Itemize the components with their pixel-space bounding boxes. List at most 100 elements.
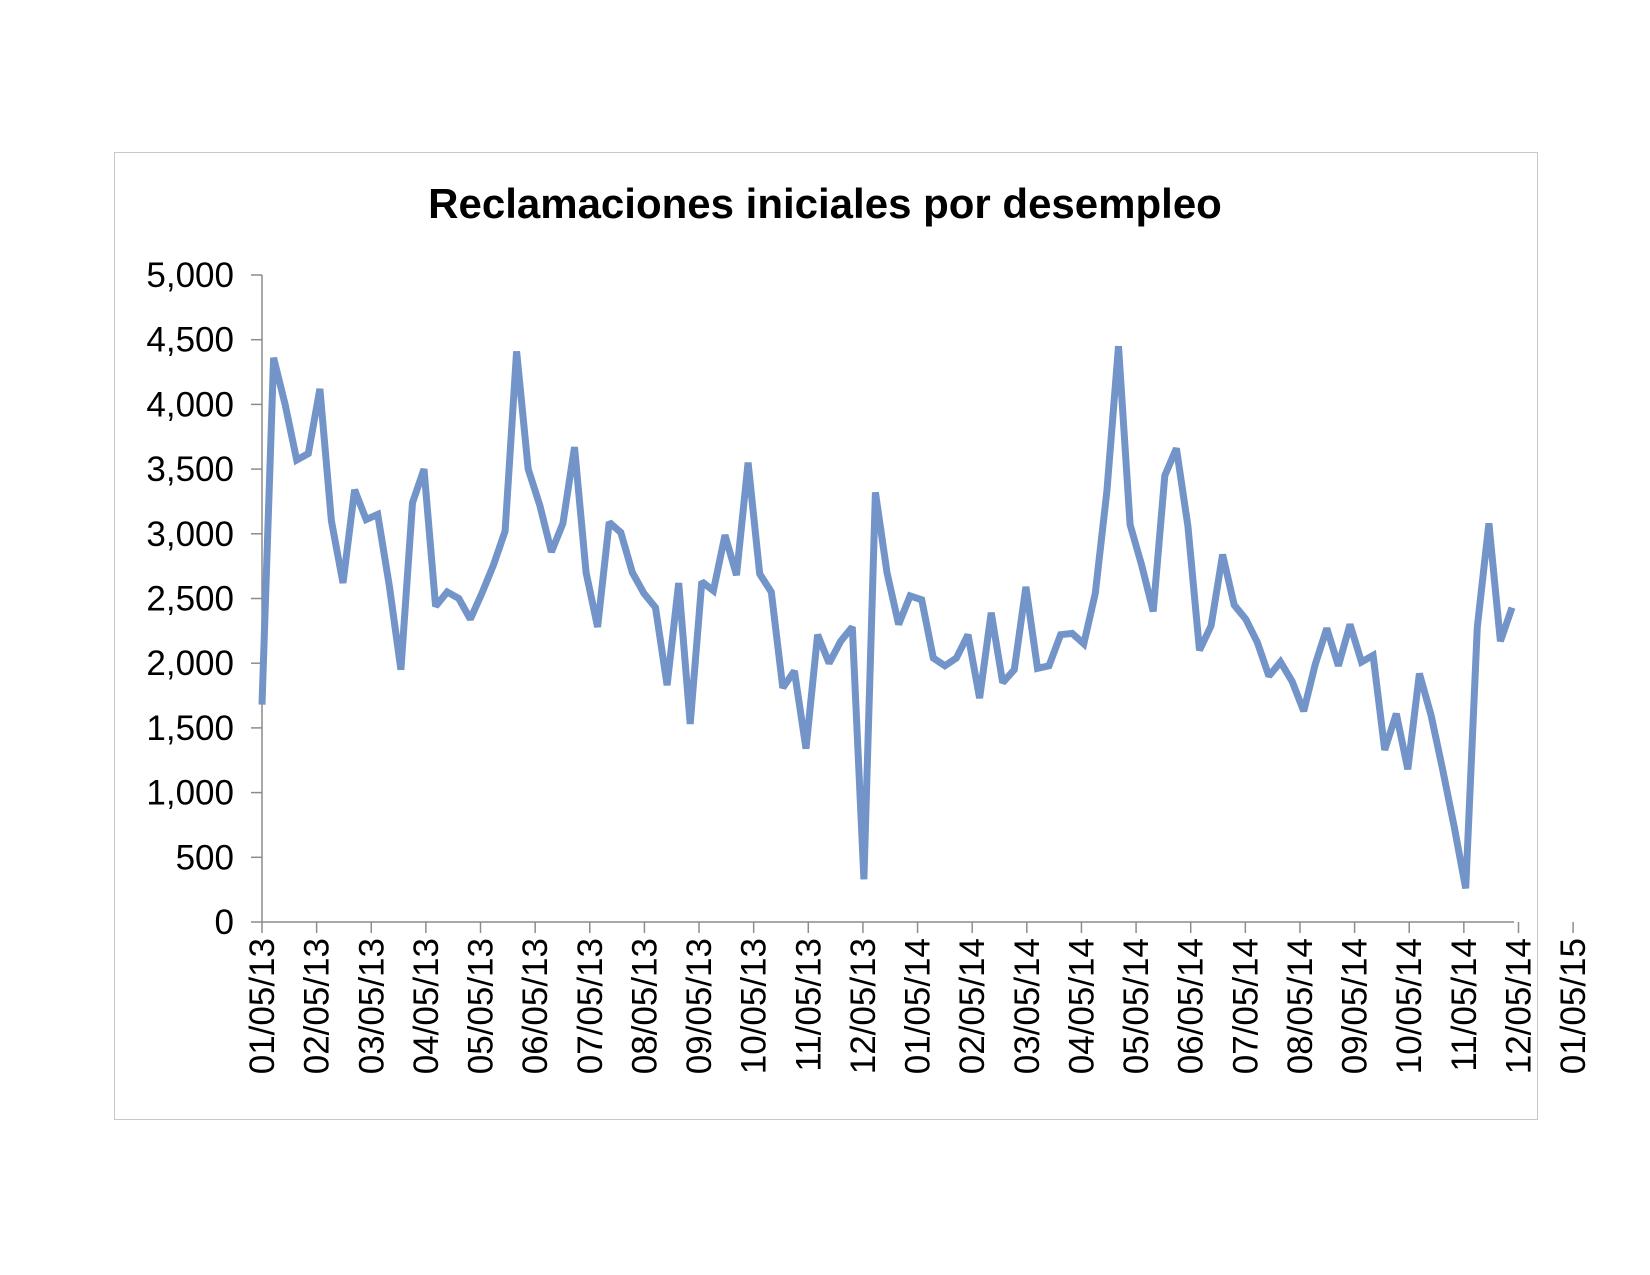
x-tick-label: 09/05/13 bbox=[680, 938, 719, 1074]
data-point bbox=[817, 634, 818, 635]
data-point bbox=[1431, 715, 1432, 716]
data-point bbox=[1465, 888, 1466, 889]
x-tick-label: 06/05/13 bbox=[516, 938, 555, 1074]
y-tick-label: 4,500 bbox=[146, 321, 234, 360]
data-point bbox=[424, 469, 425, 470]
y-tick-label: 0 bbox=[215, 903, 234, 942]
data-point bbox=[400, 669, 401, 670]
data-point bbox=[852, 627, 853, 628]
data-point bbox=[1373, 655, 1374, 656]
x-tick-label: 07/05/14 bbox=[1226, 938, 1265, 1074]
data-point bbox=[597, 627, 598, 628]
data-point bbox=[1338, 665, 1339, 666]
x-tick-label: 08/05/14 bbox=[1281, 938, 1320, 1074]
data-point bbox=[1315, 664, 1316, 665]
data-point bbox=[956, 658, 957, 659]
data-point bbox=[412, 502, 413, 503]
data-point bbox=[1303, 711, 1304, 712]
data-point bbox=[910, 595, 911, 596]
data-point bbox=[262, 704, 263, 705]
data-point bbox=[319, 388, 320, 389]
x-tick-label: 04/05/14 bbox=[1062, 938, 1101, 1074]
data-point bbox=[1361, 661, 1362, 662]
data-point bbox=[1083, 643, 1084, 644]
data-point bbox=[1477, 627, 1478, 628]
data-point bbox=[377, 514, 378, 515]
x-tick-label: 08/05/13 bbox=[625, 938, 664, 1074]
data-point bbox=[1326, 628, 1327, 629]
data-point bbox=[1106, 491, 1107, 492]
data-point bbox=[840, 641, 841, 642]
x-tick-label: 05/05/14 bbox=[1117, 938, 1156, 1074]
data-point bbox=[1072, 633, 1073, 634]
data-point bbox=[736, 575, 737, 576]
data-point bbox=[354, 489, 355, 490]
data-point bbox=[701, 581, 702, 582]
data-point bbox=[551, 551, 552, 552]
y-tick-label: 3,000 bbox=[146, 515, 234, 554]
data-point bbox=[1245, 619, 1246, 620]
data-point bbox=[829, 663, 830, 664]
data-point bbox=[748, 462, 749, 463]
data-point bbox=[1396, 713, 1397, 714]
data-point bbox=[1164, 475, 1165, 476]
data-point bbox=[574, 447, 575, 448]
data-point bbox=[1153, 611, 1154, 612]
data-point bbox=[968, 634, 969, 635]
data-point bbox=[1407, 769, 1408, 770]
data-point bbox=[655, 607, 656, 608]
data-point bbox=[1025, 586, 1026, 587]
data-point bbox=[771, 592, 772, 593]
data-point bbox=[667, 685, 668, 686]
x-tick-label: 10/05/14 bbox=[1390, 938, 1429, 1074]
x-tick-label: 02/05/13 bbox=[298, 938, 337, 1074]
data-point bbox=[863, 879, 864, 880]
data-point bbox=[528, 469, 529, 470]
data-point bbox=[331, 520, 332, 521]
x-tick-label: 07/05/13 bbox=[571, 938, 610, 1074]
data-point bbox=[609, 522, 610, 523]
data-point bbox=[1118, 346, 1119, 347]
data-point bbox=[1049, 665, 1050, 666]
data-point bbox=[389, 585, 390, 586]
x-tick-label: 11/05/13 bbox=[789, 938, 828, 1072]
data-point bbox=[1037, 668, 1038, 669]
data-point bbox=[1512, 607, 1513, 608]
data-point bbox=[343, 583, 344, 584]
data-point bbox=[794, 671, 795, 672]
data-point bbox=[1350, 624, 1351, 625]
x-tick-label: 03/05/13 bbox=[352, 938, 391, 1074]
data-point bbox=[944, 665, 945, 666]
data-point bbox=[678, 583, 679, 584]
data-point bbox=[979, 698, 980, 699]
data-point bbox=[806, 748, 807, 749]
data-point bbox=[273, 357, 274, 358]
y-tick-label: 1,000 bbox=[146, 774, 234, 813]
x-tick-label: 04/05/13 bbox=[407, 938, 446, 1074]
data-point bbox=[285, 404, 286, 405]
y-tick-label: 2,500 bbox=[146, 580, 234, 619]
x-tick-label: 11/05/14 bbox=[1445, 938, 1484, 1072]
y-tick-label: 5,000 bbox=[146, 256, 234, 295]
data-point bbox=[921, 599, 922, 600]
x-tick-label: 09/05/14 bbox=[1336, 938, 1375, 1074]
data-point bbox=[782, 687, 783, 688]
x-tick-label: 12/05/13 bbox=[844, 938, 883, 1074]
data-point bbox=[620, 532, 621, 533]
data-point bbox=[308, 453, 309, 454]
y-tick-label: 1,500 bbox=[146, 709, 234, 748]
series-line bbox=[258, 345, 1516, 890]
data-point bbox=[1454, 826, 1455, 827]
data-point bbox=[632, 572, 633, 573]
data-point bbox=[759, 573, 760, 574]
x-tick-label: 06/05/14 bbox=[1172, 938, 1211, 1074]
data-point bbox=[516, 351, 517, 352]
data-point bbox=[1280, 661, 1281, 662]
data-point bbox=[539, 505, 540, 506]
data-point bbox=[505, 531, 506, 532]
data-point bbox=[991, 612, 992, 613]
data-point bbox=[1014, 669, 1015, 670]
x-tick-label: 01/05/13 bbox=[243, 938, 282, 1074]
data-point bbox=[1222, 554, 1223, 555]
